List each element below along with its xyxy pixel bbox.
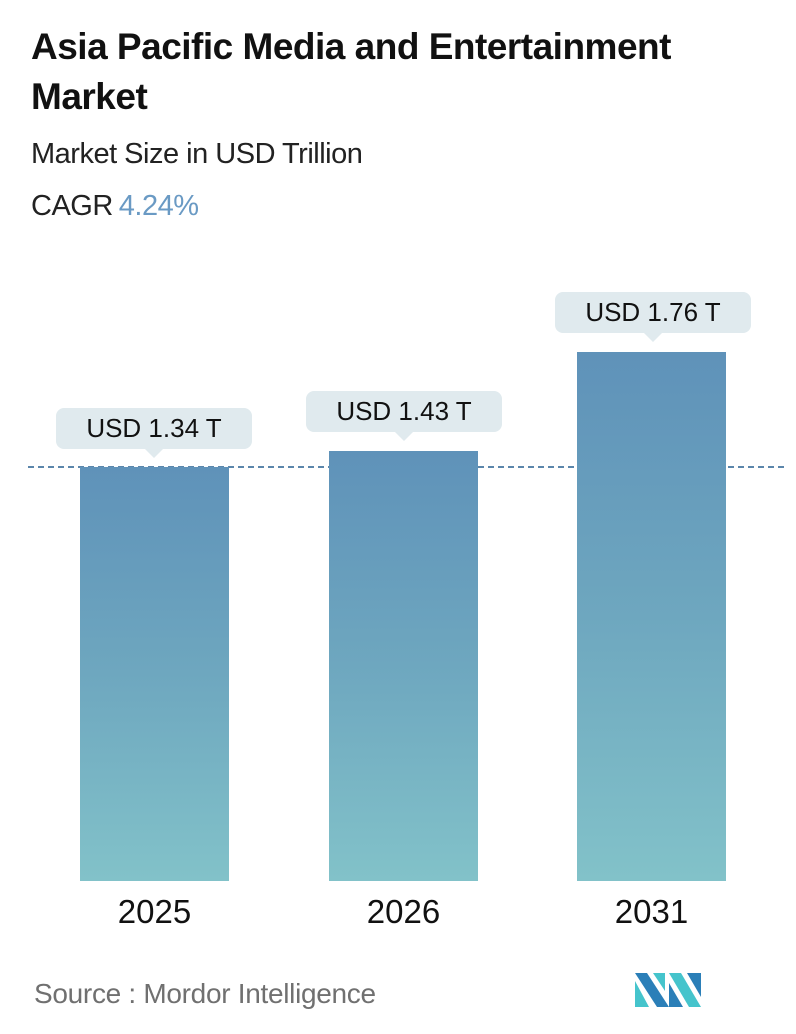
cagr-line: CAGR 4.24% bbox=[31, 190, 199, 223]
bar-2031 bbox=[577, 352, 726, 881]
x-tick-2025: 2025 bbox=[117, 893, 192, 930]
x-tick-2026: 2026 bbox=[366, 893, 441, 930]
cagr-value: 4.24% bbox=[118, 190, 199, 222]
data-label-2025: USD 1.34 T bbox=[56, 408, 252, 458]
bar-2025 bbox=[80, 467, 229, 881]
cagr-label: CAGR bbox=[31, 190, 113, 222]
chart-title: Asia Pacific Media and Entertainment Mar… bbox=[31, 26, 671, 117]
source-text: Source : Mordor Intelligence bbox=[34, 978, 376, 1009]
chart-subtitle: Market Size in USD Trillion bbox=[31, 138, 363, 170]
mordor-intelligence-logo-icon bbox=[635, 973, 701, 1007]
data-label-2026: USD 1.43 T bbox=[306, 391, 502, 441]
x-tick-2031: 2031 bbox=[614, 893, 689, 930]
data-label-2031: USD 1.76 T bbox=[555, 292, 751, 342]
bar-2026 bbox=[329, 451, 478, 881]
